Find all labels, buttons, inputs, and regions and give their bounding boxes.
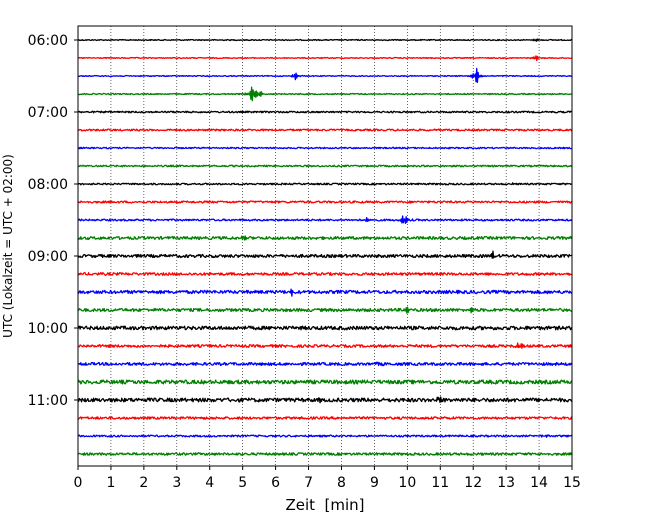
x-axis-ticks: 0 1 2 3 4 5 6 7 8 9 10 11 12 13 14 15 (74, 466, 581, 491)
trace-line (77, 416, 573, 420)
x-tick-label: 5 (238, 475, 247, 491)
trace-line (77, 146, 573, 150)
x-tick-label: 4 (205, 475, 214, 491)
trace-line (77, 182, 573, 186)
x-tick-label: 10 (398, 475, 416, 491)
x-tick-label: 9 (370, 475, 379, 491)
trace-line (77, 67, 573, 83)
trace-line (77, 306, 573, 314)
x-tick-label: 11 (431, 475, 449, 491)
trace-line (77, 379, 573, 385)
y-tick-label: 09:00 (28, 249, 68, 265)
trace-line (77, 342, 573, 349)
trace-line (77, 250, 573, 259)
x-tick-label: 13 (497, 475, 515, 491)
x-tick-label: 14 (530, 475, 548, 491)
trace-line (77, 361, 573, 367)
x-tick-label: 0 (74, 475, 83, 491)
y-tick-label: 10:00 (28, 321, 68, 337)
trace-line (77, 288, 573, 297)
x-tick-label: 12 (464, 475, 482, 491)
x-axis-label: Zeit [min] (285, 496, 364, 514)
trace-line (77, 272, 573, 276)
trace-line (77, 110, 573, 114)
trace-line (77, 55, 573, 62)
y-tick-label: 08:00 (28, 177, 68, 193)
trace-line (77, 200, 573, 204)
x-tick-label: 2 (139, 475, 148, 491)
y-axis-ticks: 06:00 07:00 08:00 09:00 10:00 11:00 (28, 33, 78, 409)
x-tick-label: 7 (304, 475, 313, 491)
trace-line (77, 434, 573, 438)
trace-line (77, 86, 573, 102)
y-tick-label: 11:00 (28, 393, 68, 409)
trace-line (77, 164, 573, 168)
trace-line (77, 325, 573, 331)
y-tick-label: 06:00 (28, 33, 68, 49)
x-tick-label: 6 (271, 475, 280, 491)
x-tick-label: 1 (106, 475, 115, 491)
trace-line (77, 38, 573, 42)
y-tick-label: 07:00 (28, 105, 68, 121)
x-tick-label: 15 (563, 475, 581, 491)
trace-line (77, 215, 573, 224)
trace-line (77, 452, 573, 456)
seismic-traces (77, 38, 573, 456)
trace-line (77, 396, 573, 404)
plot-frame (77, 25, 573, 467)
trace-line (77, 128, 573, 132)
y-axis-label: UTC (Lokalzeit = UTC + 02:00) (1, 154, 15, 338)
x-tick-label: 8 (337, 475, 346, 491)
grid-lines (110, 26, 540, 466)
trace-line (77, 235, 573, 241)
x-tick-label: 3 (172, 475, 181, 491)
